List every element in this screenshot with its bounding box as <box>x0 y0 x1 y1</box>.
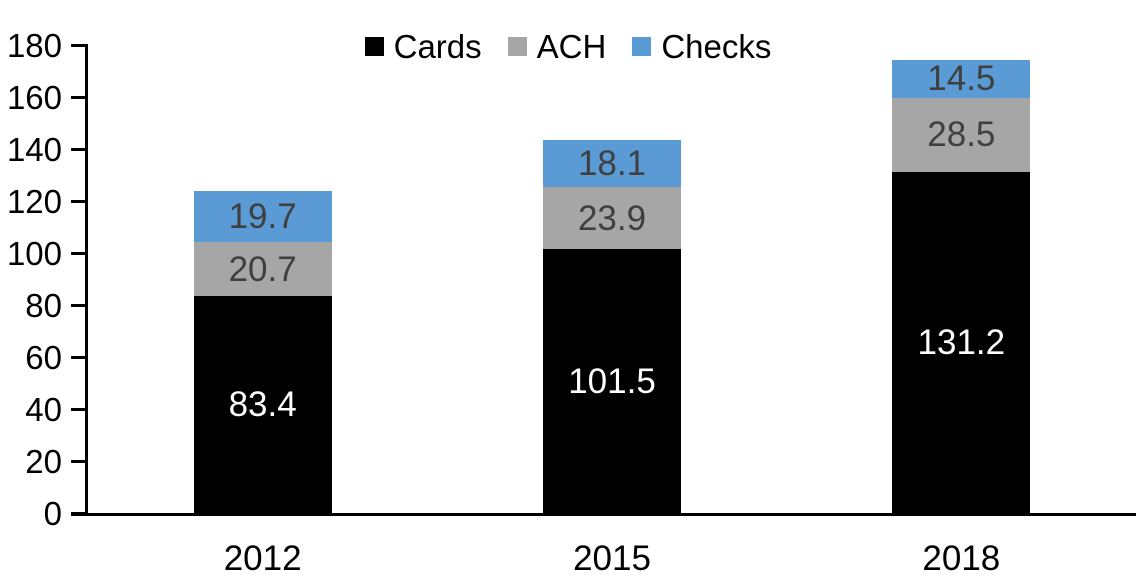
value-label-cards-2015: 101.5 <box>568 361 656 401</box>
y-axis-line <box>85 45 88 513</box>
y-tick <box>71 148 88 151</box>
y-tick-label: 60 <box>25 338 62 376</box>
value-label-checks-2015: 18.1 <box>577 143 647 183</box>
y-tick-label: 180 <box>6 26 62 64</box>
value-label-ach-2015: 23.9 <box>577 198 647 238</box>
cards-color-swatch-icon <box>364 37 384 56</box>
x-axis-line <box>71 513 1136 516</box>
bar-segment-checks-2012: 19.7 <box>193 191 332 243</box>
bar-segment-cards-2018: 131.2 <box>892 171 1031 513</box>
y-tick <box>71 44 88 47</box>
y-tick <box>71 356 88 359</box>
legend-label-ach: ACH <box>536 28 607 65</box>
bar-segment-cards-2015: 101.5 <box>543 249 681 513</box>
value-label-ach-2018: 28.5 <box>927 115 996 155</box>
y-tick-label: 140 <box>6 130 62 168</box>
y-tick-label: 40 <box>25 390 62 428</box>
y-tick <box>71 252 88 255</box>
legend-item-cards: Cards <box>364 28 482 65</box>
checks-color-swatch-icon <box>632 37 652 56</box>
x-tick-label-2012: 2012 <box>223 539 302 578</box>
bar-segment-checks-2015: 18.1 <box>543 139 681 187</box>
y-tick <box>71 408 88 411</box>
bar-segment-ach-2015: 23.9 <box>543 186 681 250</box>
legend-label-cards: Cards <box>393 28 482 65</box>
value-label-checks-2018: 14.5 <box>927 59 996 99</box>
y-tick-label: 100 <box>6 234 62 272</box>
y-tick <box>71 304 88 307</box>
x-tick-label-2018: 2018 <box>922 539 1001 578</box>
bar-segment-ach-2018: 28.5 <box>892 97 1031 172</box>
y-tick-label: 120 <box>6 182 62 220</box>
legend-item-ach: ACH <box>507 28 607 65</box>
x-tick-label-2015: 2015 <box>573 539 651 578</box>
value-label-cards-2012: 83.4 <box>228 385 297 425</box>
bar-segment-cards-2012: 83.4 <box>193 296 332 513</box>
ach-color-swatch-icon <box>507 37 527 56</box>
y-tick <box>71 460 88 463</box>
y-tick <box>71 200 88 203</box>
value-label-cards-2018: 131.2 <box>917 322 1006 362</box>
y-tick-label: 160 <box>6 78 62 116</box>
y-tick-label: 20 <box>25 442 62 480</box>
value-label-ach-2012: 20.7 <box>228 249 297 289</box>
value-label-checks-2012: 19.7 <box>228 197 297 237</box>
y-tick <box>71 96 88 99</box>
legend-label-checks: Checks <box>661 28 772 65</box>
legend: Cards ACH Checks <box>0 30 1136 63</box>
bar-segment-checks-2018: 14.5 <box>892 59 1031 99</box>
legend-item-checks: Checks <box>632 30 771 63</box>
bar-segment-ach-2012: 20.7 <box>193 242 332 297</box>
y-tick-label: 0 <box>43 494 62 532</box>
y-tick-label: 80 <box>25 286 62 324</box>
